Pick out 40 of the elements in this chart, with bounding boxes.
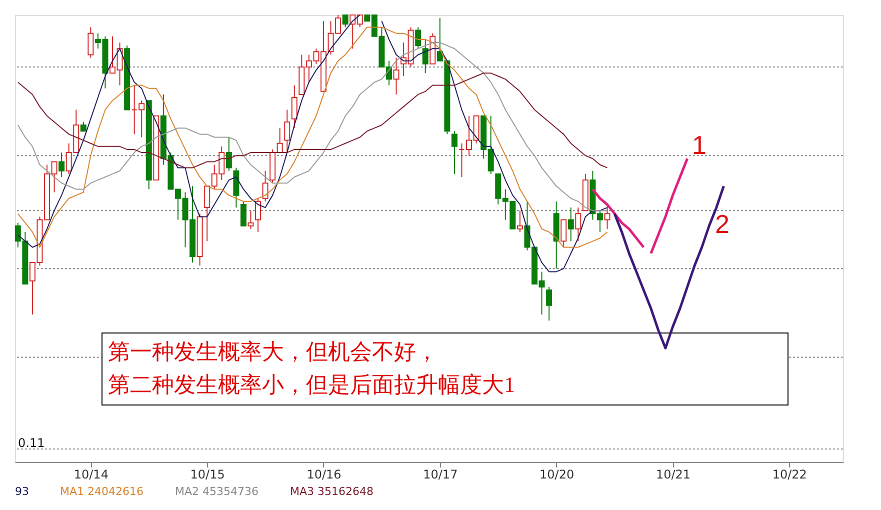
candlestick <box>604 204 610 230</box>
candlestick <box>276 128 283 154</box>
annotation: 2 <box>715 209 730 239</box>
candlestick <box>226 136 232 172</box>
text: 0.11 <box>18 436 45 450</box>
candlestick <box>516 210 523 232</box>
candlestick <box>575 207 582 242</box>
candlestick <box>422 38 428 74</box>
candlestick <box>458 142 465 178</box>
candlestick <box>262 170 268 202</box>
x-tick-label: 10/22 <box>772 468 807 482</box>
text: MA3 35162648 <box>290 485 374 498</box>
annotation: 1 <box>692 130 706 160</box>
x-tick-label: 10/17 <box>423 468 458 482</box>
candlestick <box>560 219 567 248</box>
candlestick <box>51 161 58 193</box>
candlestick <box>284 109 290 154</box>
candlestick <box>291 84 298 129</box>
text: 第二种发生概率小，但是后面拉升幅度大1 <box>108 372 515 397</box>
text: MA1 24042616 <box>60 485 144 498</box>
text: MA2 45354736 <box>175 485 258 498</box>
x-tick-label: 10/15 <box>190 468 225 482</box>
text: 93 <box>15 485 29 498</box>
candlestick <box>451 130 458 174</box>
candlestick <box>80 121 86 132</box>
candlestick <box>58 152 65 178</box>
candlestick <box>415 26 422 50</box>
x-tick-label: 10/20 <box>540 468 574 482</box>
candlestick <box>546 286 552 322</box>
x-tick-label: 10/16 <box>306 468 342 482</box>
x-tick-label: 10/21 <box>656 468 691 482</box>
candlestick <box>248 210 254 230</box>
candlestick <box>393 57 400 95</box>
candlestick <box>88 26 94 58</box>
candlestick <box>568 207 574 242</box>
candlestick <box>255 198 262 232</box>
x-tick-label: 10/14 <box>74 468 108 482</box>
candlestick <box>342 14 348 28</box>
text: 第一种发生概率大，但机会不好， <box>108 339 438 364</box>
candlestick <box>240 200 246 226</box>
